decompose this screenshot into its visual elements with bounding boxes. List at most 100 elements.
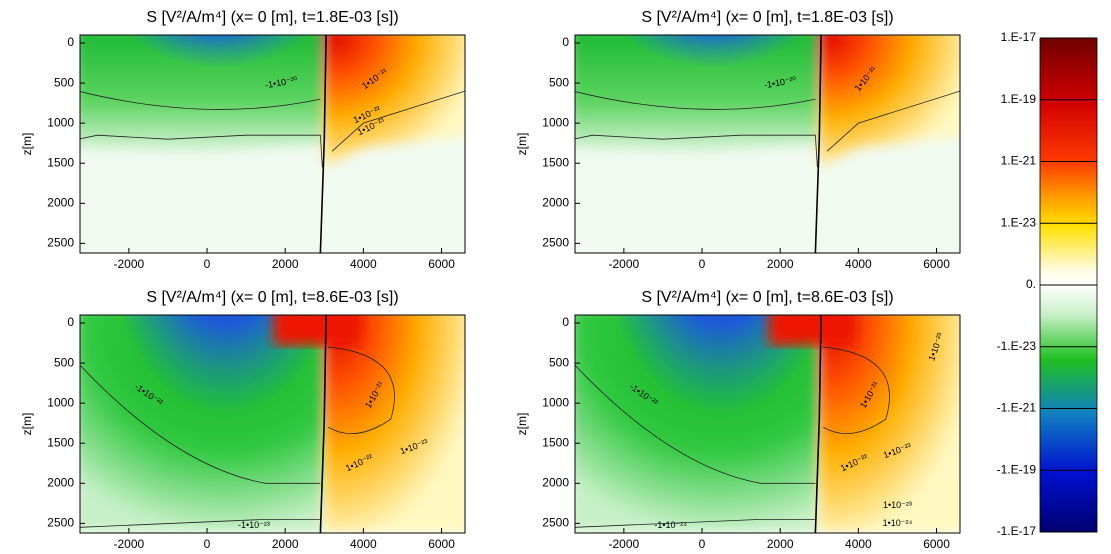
y-tick-label: 1000 (47, 115, 74, 129)
x-tick-label: 0 (204, 257, 211, 271)
colorbar-tick-label: 1.E-17 (1001, 30, 1037, 44)
contour-line (814, 315, 822, 533)
contour-label: -1•10⁻²⁴ (654, 520, 687, 530)
field-red-top (273, 315, 360, 346)
contour-line (319, 315, 327, 533)
x-tick-label: 0 (204, 537, 211, 551)
y-tick-label: 2500 (542, 516, 569, 530)
x-tick-label: -2000 (609, 257, 640, 271)
contour-line (575, 364, 816, 484)
colorbar-tick-label: 1.E-23 (1001, 215, 1037, 229)
x-tick-label: 2000 (767, 537, 794, 551)
field-blue (121, 315, 333, 516)
y-axis-label: z[m] (20, 133, 34, 156)
x-tick-label: 0 (699, 257, 706, 271)
colorbar-tick-label: 1.E-19 (1001, 92, 1037, 106)
y-tick-label: 0 (67, 35, 74, 49)
y-tick-label: 2000 (542, 475, 569, 489)
x-tick-label: 4000 (350, 257, 377, 271)
y-tick-label: 1000 (47, 395, 74, 409)
contour-line (575, 518, 816, 528)
contour-line (822, 346, 890, 434)
x-tick-label: 4000 (845, 537, 872, 551)
field-red-top (768, 315, 855, 346)
y-tick-label: 0 (562, 35, 569, 49)
y-tick-label: 1000 (542, 115, 569, 129)
colorbar-tick-label: -1.E-21 (997, 401, 1037, 415)
y-tick-label: 2500 (542, 236, 569, 250)
contour-line (319, 35, 327, 253)
field-blue (616, 35, 812, 112)
contour-label: -1•10⁻²³ (238, 520, 270, 530)
contour-line (575, 134, 818, 168)
y-tick-label: 2000 (542, 195, 569, 209)
field-red (324, 35, 465, 168)
contour-line (331, 90, 465, 152)
contour-line (327, 346, 395, 434)
y-tick-label: 500 (549, 355, 569, 369)
field (80, 315, 465, 533)
y-tick-label: 0 (562, 315, 569, 329)
plot-frame (79, 34, 466, 254)
y-tick-label: 2000 (47, 195, 74, 209)
y-tick-label: 1500 (47, 155, 74, 169)
panel-title: S [V²/A/m⁴] (x= 0 [m], t=8.6E-03 [s]) (146, 289, 398, 306)
x-tick-label: 6000 (428, 537, 455, 551)
colorbar-tick-label: -1.E-17 (997, 524, 1037, 538)
panel-title: S [V²/A/m⁴] (x= 0 [m], t=1.8E-03 [s]) (641, 9, 893, 26)
x-tick-label: 2000 (272, 257, 299, 271)
x-tick-label: 4000 (845, 257, 872, 271)
x-tick-label: -2000 (114, 537, 145, 551)
panel-title: S [V²/A/m⁴] (x= 0 [m], t=1.8E-03 [s]) (146, 9, 398, 26)
plot-frame (79, 314, 466, 534)
field-red (819, 315, 960, 533)
contour-line (80, 518, 321, 528)
colorbar-tick-label: 1.E-21 (1001, 154, 1037, 168)
contour-line (80, 364, 321, 484)
field-blue (121, 35, 317, 112)
y-tick-label: 2000 (47, 475, 74, 489)
y-tick-label: 2500 (47, 236, 74, 250)
x-tick-label: 2000 (272, 537, 299, 551)
panel-title: S [V²/A/m⁴] (x= 0 [m], t=8.6E-03 [s]) (641, 289, 893, 306)
y-tick-label: 1500 (542, 435, 569, 449)
contour-line (575, 91, 816, 110)
field (575, 35, 960, 253)
field-red (819, 35, 960, 168)
plot-frame (574, 34, 961, 254)
y-tick-label: 500 (549, 75, 569, 89)
y-axis-label: z[m] (20, 413, 34, 436)
plot-frame (574, 314, 961, 534)
y-tick-label: 500 (54, 355, 74, 369)
x-tick-label: 0 (699, 537, 706, 551)
x-tick-label: -2000 (114, 257, 145, 271)
y-tick-label: 1500 (542, 155, 569, 169)
x-tick-label: 6000 (428, 257, 455, 271)
colorbar-tick-label: -1.E-19 (997, 462, 1037, 476)
contour-line (814, 35, 822, 253)
x-tick-label: 2000 (767, 257, 794, 271)
y-tick-label: 0 (67, 315, 74, 329)
field-red (324, 315, 465, 533)
contour-line (80, 91, 321, 110)
y-tick-label: 2500 (47, 516, 74, 530)
contour-line (80, 134, 323, 168)
contour-label: 1•10⁻²⁴ (883, 518, 913, 528)
y-tick-label: 1000 (542, 395, 569, 409)
y-tick-label: 500 (54, 75, 74, 89)
y-axis-label: z[m] (515, 133, 529, 156)
contour-line (826, 90, 960, 152)
field-blue (616, 315, 828, 516)
colorbar-tick-label: -1.E-23 (997, 339, 1037, 353)
x-tick-label: -2000 (609, 537, 640, 551)
y-tick-label: 1500 (47, 435, 74, 449)
x-tick-label: 6000 (923, 537, 950, 551)
x-tick-label: 6000 (923, 257, 950, 271)
contour-label: 1•10⁻²³ (883, 500, 912, 510)
colorbar-tick-label: 0. (1026, 277, 1036, 291)
field (80, 35, 465, 253)
field (575, 315, 960, 533)
x-tick-label: 4000 (350, 537, 377, 551)
y-axis-label: z[m] (515, 413, 529, 436)
